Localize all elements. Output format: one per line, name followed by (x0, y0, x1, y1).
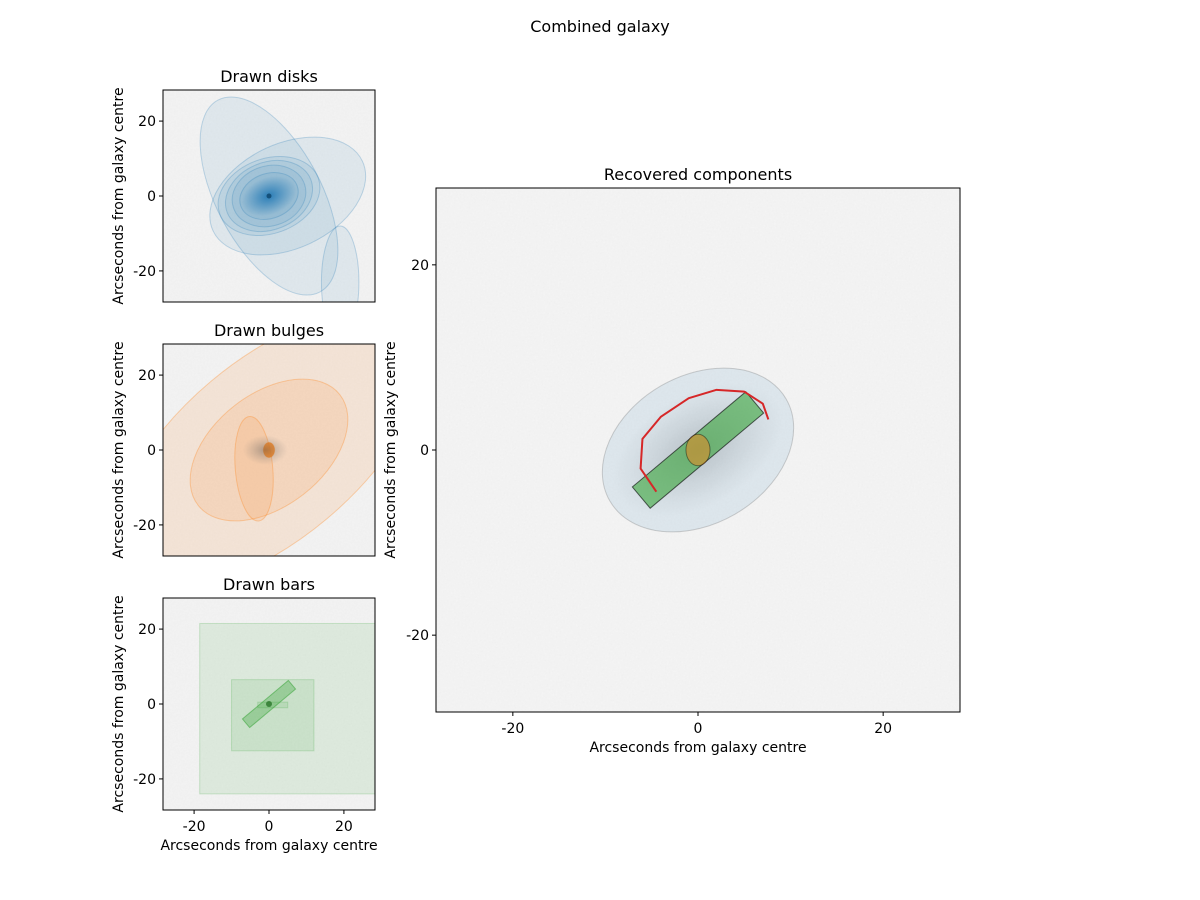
bars-marks (199, 622, 375, 795)
panel-main-xlabel: Arcseconds from galaxy centre (589, 740, 806, 756)
panel-bars: Drawn bars 20 0 -20 -20 0 20 Arcseconds from … (111, 575, 378, 854)
main-xtick-label: 20 (874, 721, 892, 737)
disks-ytick-label: 0 (147, 189, 156, 205)
bulges-marks (163, 344, 375, 556)
disk-ellipse (320, 225, 360, 302)
bulges-ytick-label: 20 (138, 368, 156, 384)
recovered-bar (631, 391, 765, 509)
disk-centre-point (266, 193, 272, 199)
bulges-ytick-label: 0 (147, 443, 156, 459)
panel-bars-title: Drawn bars (223, 575, 315, 594)
bars-xtick-label: 0 (265, 819, 274, 835)
panel-main-title: Recovered components (604, 165, 792, 184)
bars-ticks: 20 0 -20 -20 0 20 (133, 622, 353, 835)
panel-disks: Drawn disks 20 0 -20 Arcseconds from galax… (111, 67, 376, 305)
bulge-core-glow (242, 435, 288, 465)
disks-marks (199, 96, 367, 302)
main-marks (601, 367, 795, 533)
panel-bulges-title: Drawn bulges (214, 321, 324, 340)
panel-disks-title: Drawn disks (220, 67, 318, 86)
bars-xtick-label: 20 (335, 819, 353, 835)
panel-bars-xlabel: Arcseconds from galaxy centre (160, 838, 377, 854)
main-xtick-label: -20 (501, 721, 524, 737)
panel-bulges: Drawn bulges 20 0 -20 Arcseconds from gala… (111, 321, 376, 559)
bars-xtick-label: -20 (183, 819, 206, 835)
bar-centre-point (266, 701, 272, 707)
main-xtick-label: 0 (694, 721, 703, 737)
panel-bulges-ylabel: Arcseconds from galaxy centre (111, 341, 127, 558)
main-ytick-label: 0 (420, 443, 429, 459)
panel-main: Recovered components 20 0 -20 -20 0 20 Arcsec… (383, 165, 961, 756)
disks-ytick-label: 20 (138, 114, 156, 130)
disks-ytick-label: -20 (133, 264, 156, 280)
bars-ytick-label: -20 (133, 772, 156, 788)
main-ytick-label: -20 (406, 628, 429, 644)
panel-disks-ylabel: Arcseconds from galaxy centre (111, 87, 127, 304)
disks-ticks: 20 0 -20 (133, 114, 163, 280)
bar-box (231, 679, 315, 752)
bulges-ytick-label: -20 (133, 518, 156, 534)
recovered-spiral-arm (639, 388, 770, 493)
bulges-ticks: 20 0 -20 (133, 368, 163, 534)
figure-title: Combined galaxy (530, 17, 670, 36)
bars-ytick-label: 0 (147, 697, 156, 713)
main-ytick-label: 20 (411, 258, 429, 274)
panel-main-ylabel: Arcseconds from galaxy centre (383, 341, 399, 558)
panel-bars-ylabel: Arcseconds from galaxy centre (111, 595, 127, 812)
recovered-bulge (685, 433, 711, 467)
main-ticks: 20 0 -20 -20 0 20 (406, 258, 892, 737)
bars-ytick-label: 20 (138, 622, 156, 638)
bar-box (199, 622, 375, 795)
